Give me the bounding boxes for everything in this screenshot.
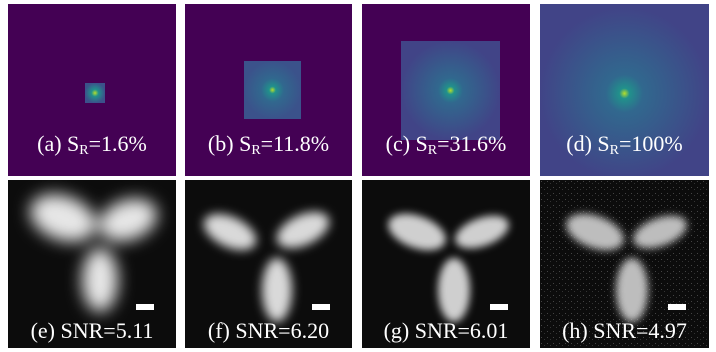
panel-e-caption: (e) SNR=5.11 [30, 318, 154, 343]
panel-d-spectrum: (d) SR=100% [540, 4, 709, 176]
panel-c-spectrum: (c) SR=31.6% [362, 4, 530, 176]
panel-e-reconstruction: (e) SNR=5.11 [8, 180, 176, 348]
panel-f-caption: (f) SNR=6.20 [207, 318, 330, 343]
panel-b-spectrum: (b) SR=11.8% [185, 4, 352, 176]
panel-a-spectrum: (a) SR=1.6% [8, 4, 176, 176]
panel-f-reconstruction: (f) SNR=6.20 [185, 180, 352, 348]
panel-h-caption: (h) SNR=4.97 [562, 318, 687, 343]
panel-c-caption: (c) SR=31.6% [385, 131, 507, 158]
panel-d-caption: (d) SR=100% [566, 131, 683, 158]
panel-g-caption: (g) SNR=6.01 [383, 318, 509, 343]
panel-a-caption: (a) SR=1.6% [37, 131, 147, 158]
panel-g-reconstruction: (g) SNR=6.01 [362, 180, 530, 348]
panel-b-caption: (b) SR=11.8% [207, 131, 330, 158]
panel-h-reconstruction: (h) SNR=4.97 [540, 180, 709, 348]
